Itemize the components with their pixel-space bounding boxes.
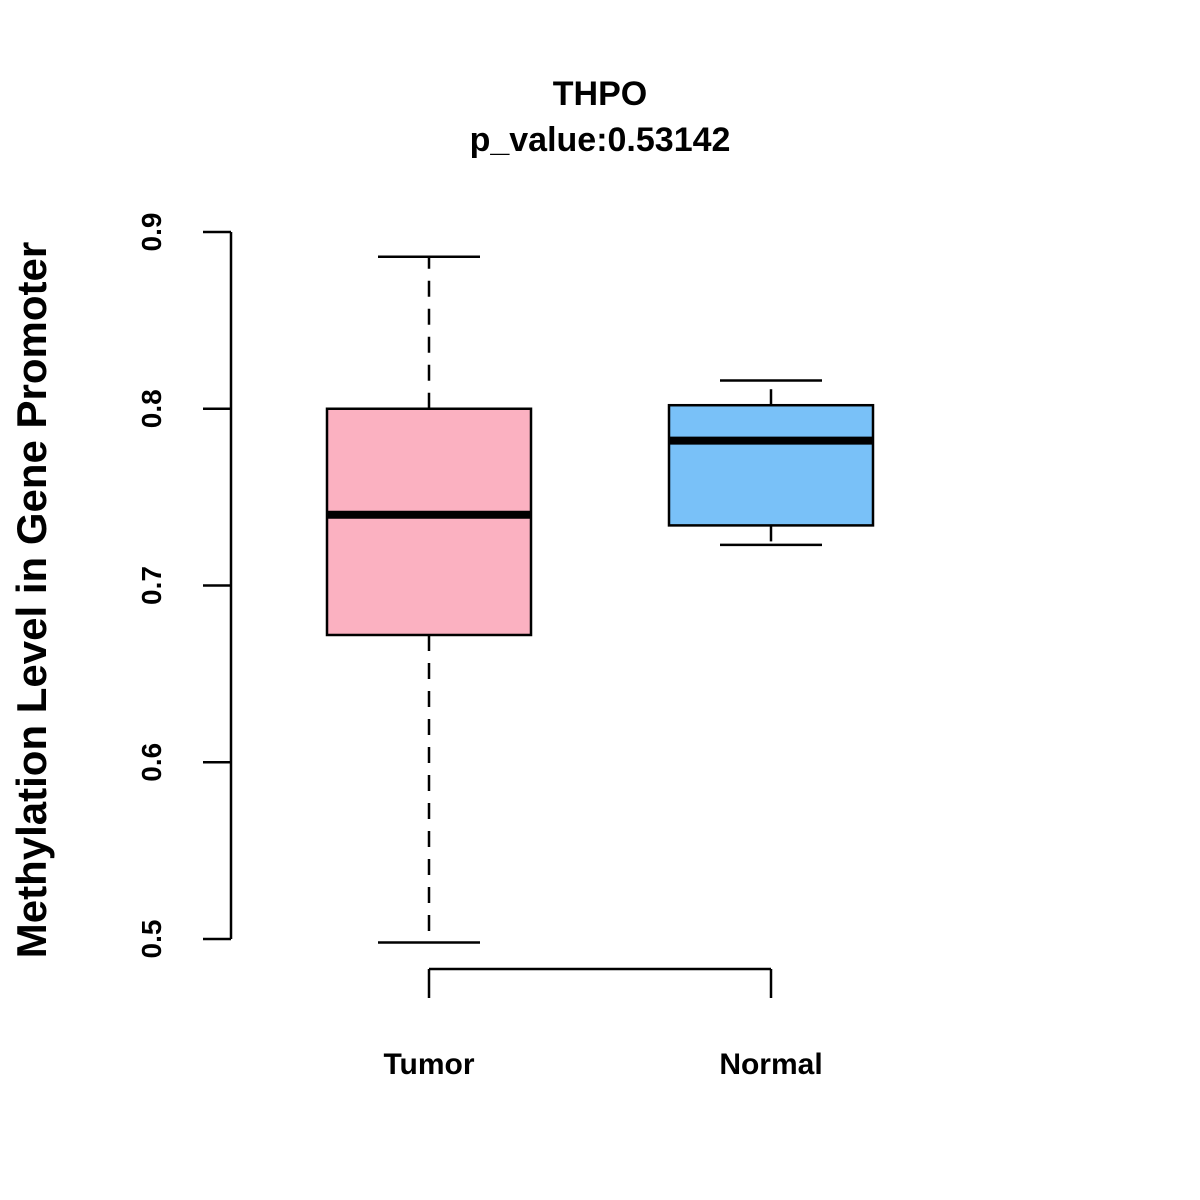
y-axis-label: Methylation Level in Gene Promoter — [8, 242, 55, 958]
y-tick-label: 0.6 — [136, 743, 167, 782]
box-group-tumor — [325, 255, 533, 944]
chart-title: THPO — [553, 75, 647, 113]
y-tick-label: 0.5 — [136, 920, 167, 959]
box-group-normal — [667, 379, 875, 547]
y-tick-label: 0.8 — [136, 389, 167, 428]
y-tick-label: 0.7 — [136, 566, 167, 605]
y-tick-label: 0.9 — [136, 213, 167, 252]
box-tumor — [325, 407, 533, 637]
chart-subtitle: p_value:0.53142 — [470, 121, 731, 159]
box-groups — [325, 255, 875, 944]
x-tick-label: Tumor — [383, 1048, 474, 1081]
x-axis: Tumor Normal — [383, 967, 823, 1081]
x-tick-label: Normal — [719, 1048, 822, 1081]
y-axis: 0.5 0.6 0.7 0.8 0.9 — [136, 213, 233, 959]
box-normal — [667, 403, 875, 527]
